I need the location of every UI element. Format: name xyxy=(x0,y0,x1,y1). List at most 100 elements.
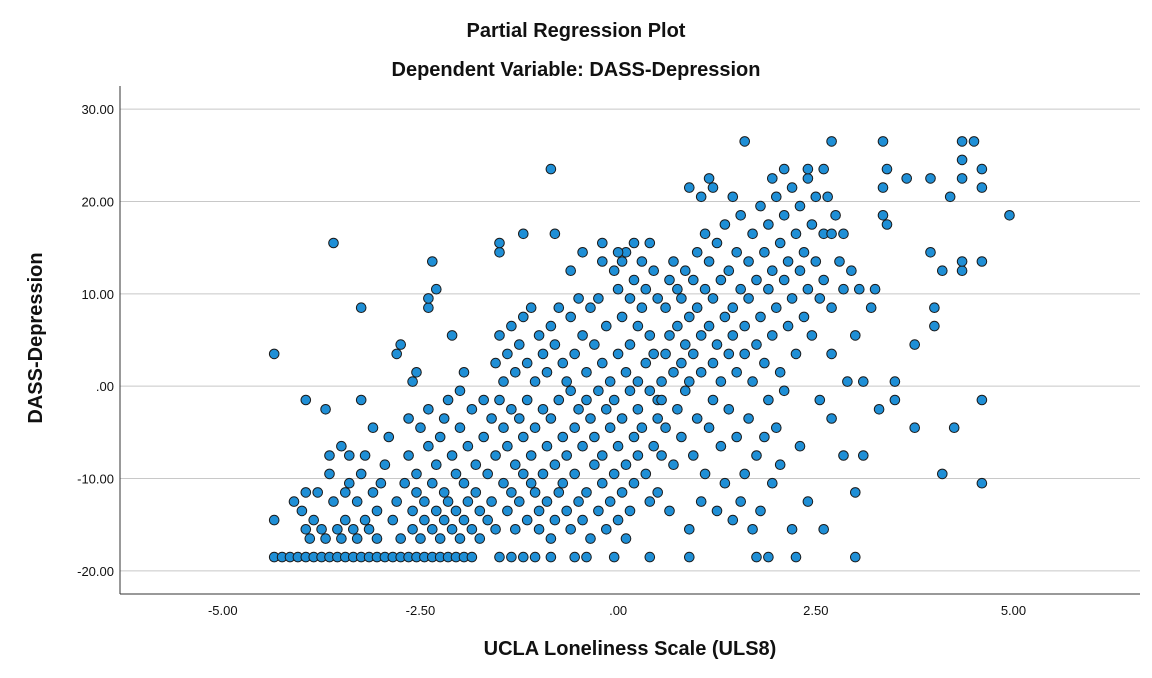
data-point xyxy=(395,533,407,544)
data-point xyxy=(415,533,426,544)
data-point xyxy=(676,431,687,443)
data-point xyxy=(703,320,715,332)
data-point xyxy=(458,367,470,378)
data-point xyxy=(537,468,549,480)
data-point xyxy=(854,283,865,295)
data-point xyxy=(695,191,707,203)
data-point xyxy=(518,468,529,480)
data-point xyxy=(525,477,537,489)
data-point xyxy=(881,219,893,230)
data-point xyxy=(612,348,624,360)
data-point xyxy=(778,163,790,175)
data-point xyxy=(925,247,936,258)
data-point xyxy=(482,468,494,480)
data-point xyxy=(332,524,343,535)
data-point xyxy=(494,551,505,563)
data-point xyxy=(355,468,367,480)
data-point xyxy=(518,311,529,323)
data-point xyxy=(755,311,766,323)
data-point xyxy=(976,256,988,267)
data-point xyxy=(597,256,608,267)
data-point xyxy=(735,283,747,295)
data-point xyxy=(612,247,624,258)
data-point xyxy=(976,163,988,175)
data-point xyxy=(810,256,822,267)
data-point xyxy=(858,450,869,461)
x-tick-label: .00 xyxy=(609,603,627,618)
data-point xyxy=(608,265,620,277)
data-point xyxy=(699,283,711,295)
data-point xyxy=(636,302,648,314)
data-point xyxy=(731,247,743,258)
data-point xyxy=(533,505,545,517)
data-point xyxy=(865,302,877,314)
data-point xyxy=(470,459,482,471)
data-point xyxy=(482,514,494,526)
data-point xyxy=(814,293,826,304)
data-point xyxy=(597,357,608,369)
data-point xyxy=(577,247,588,258)
y-tick-label: 20.00 xyxy=(81,194,114,209)
data-point xyxy=(739,136,751,147)
data-point xyxy=(589,431,600,443)
data-point xyxy=(585,533,596,544)
data-point xyxy=(466,551,478,563)
data-point xyxy=(446,450,458,461)
data-point xyxy=(715,274,727,286)
data-point xyxy=(478,394,490,406)
data-point xyxy=(652,487,664,498)
data-point xyxy=(379,459,391,471)
data-point xyxy=(723,348,735,360)
data-point xyxy=(782,320,794,332)
data-point xyxy=(802,283,814,295)
data-point xyxy=(608,551,620,563)
data-point xyxy=(731,431,743,443)
data-point xyxy=(498,477,509,489)
data-point xyxy=(431,505,442,517)
data-point xyxy=(407,376,418,387)
data-point xyxy=(802,163,814,175)
data-point xyxy=(802,496,814,507)
data-point xyxy=(632,404,644,415)
data-point xyxy=(411,487,422,498)
data-point xyxy=(604,496,616,507)
data-point xyxy=(656,394,667,406)
data-point xyxy=(684,524,695,535)
data-point xyxy=(889,376,901,387)
data-point xyxy=(976,477,988,489)
data-point xyxy=(565,524,577,535)
data-point xyxy=(569,422,581,434)
data-point xyxy=(450,505,462,517)
data-point xyxy=(929,302,940,314)
data-point xyxy=(510,524,521,535)
data-point xyxy=(601,320,612,332)
data-point xyxy=(604,422,616,434)
data-point xyxy=(565,311,577,323)
data-point xyxy=(771,302,782,314)
data-point xyxy=(956,265,968,277)
data-point xyxy=(537,404,549,415)
data-point xyxy=(877,136,889,147)
data-point xyxy=(320,404,331,415)
data-point xyxy=(612,514,624,526)
data-point xyxy=(427,256,438,267)
data-point xyxy=(628,274,640,286)
data-point xyxy=(842,376,853,387)
data-point xyxy=(324,468,335,480)
data-point xyxy=(454,533,466,544)
data-point xyxy=(636,256,648,267)
data-point xyxy=(656,376,667,387)
data-point xyxy=(739,320,751,332)
data-point xyxy=(506,404,517,415)
data-point xyxy=(763,283,774,295)
data-point xyxy=(711,237,723,249)
data-point xyxy=(648,265,660,277)
data-point xyxy=(711,505,723,517)
data-point xyxy=(601,404,612,415)
data-point xyxy=(976,394,988,406)
data-point xyxy=(684,551,695,563)
data-point xyxy=(462,440,474,452)
data-point xyxy=(755,505,766,517)
data-point xyxy=(486,496,497,507)
data-point xyxy=(660,422,671,434)
